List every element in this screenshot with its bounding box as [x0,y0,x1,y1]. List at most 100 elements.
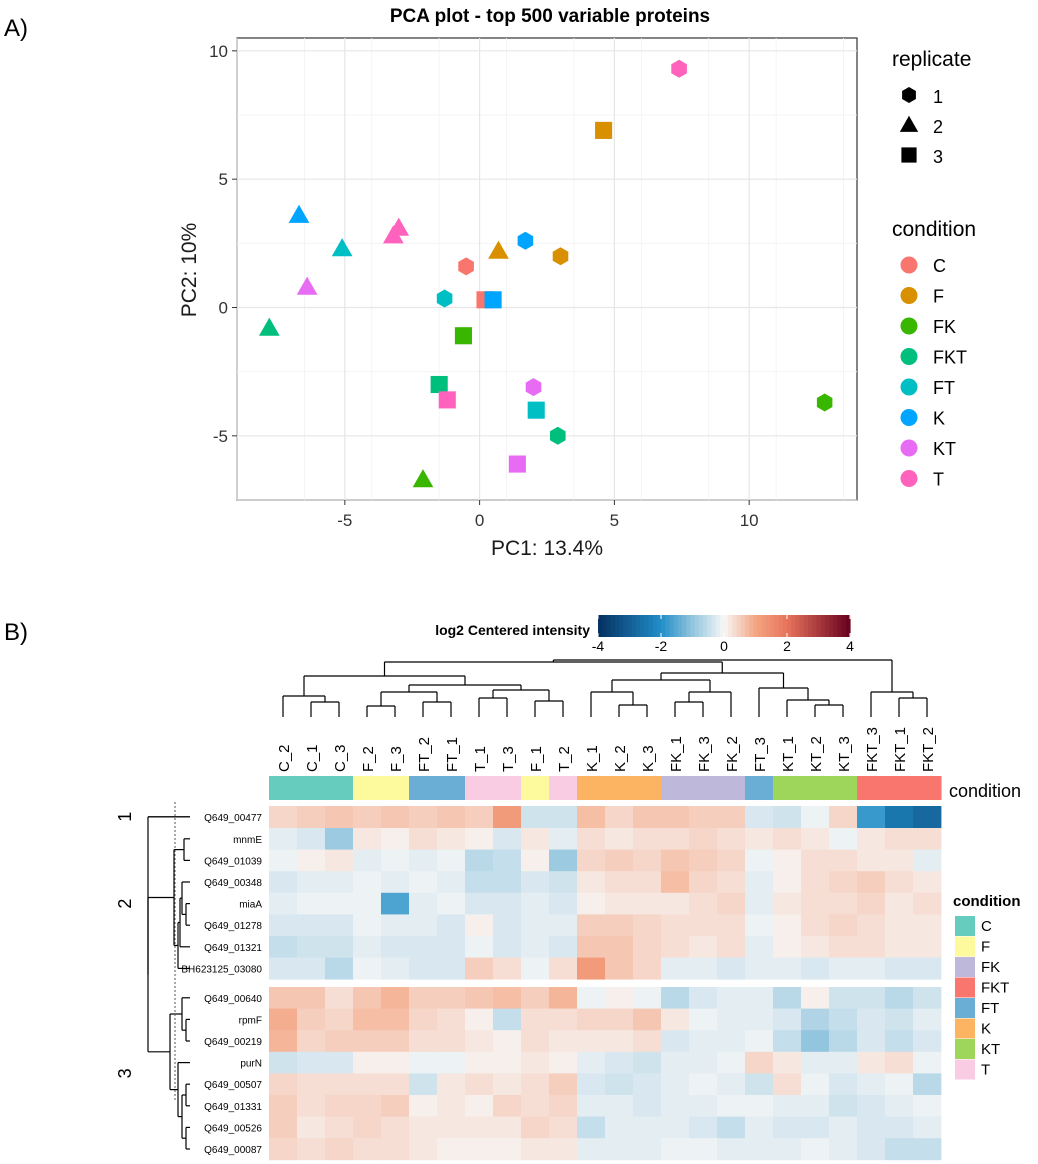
x-tick-label: 5 [610,511,619,530]
heatmap-cell [829,936,858,958]
heatmap-cell [493,892,522,915]
heatmap-cell [465,1030,494,1053]
column-label-F_1: F_1 [528,746,545,772]
heatmap-cell [717,914,746,937]
colorbar-segment [841,615,847,637]
row-dendrogram [147,802,190,1150]
heatmap-cell [381,1138,410,1161]
heatmap-cell [885,987,914,1009]
heatmap-cell [437,1138,466,1161]
colorbar-segment [703,615,708,637]
heatmap-cell [409,849,438,872]
heatmap-cell [913,849,942,872]
point-FK-rep2 [412,469,434,488]
heatmap-cell [465,892,494,915]
colorbar-segment [732,615,738,637]
heatmap-cell [829,1073,858,1096]
heatmap-cell [605,871,634,894]
heatmap-cell [801,828,830,850]
annotation-cell-KT_3 [829,776,858,800]
heatmap-cell [269,914,298,937]
heatmap-cell [633,987,662,1009]
column-label-K_3: K_3 [640,745,657,772]
heatmap-cell [717,1051,746,1074]
heatmap-cell [577,1138,606,1161]
heatmap-legend-title: condition [953,893,1021,910]
heatmap-cell [409,828,438,850]
heatmap-cell [857,871,886,894]
heatmap-condition-legend: condition CF FK FKT FT K KT T [953,893,1021,1080]
heatmap-cell [829,1116,858,1139]
heatmap-cell [493,1030,522,1053]
row-label-Q649_00477: Q649_00477 [204,813,262,824]
heatmap-legend-key-K [955,1018,975,1039]
colorbar: log2 Centered intensity -4 -2 0 2 4 [435,615,854,654]
heatmap-cell [773,871,802,894]
heatmap-cell [297,914,326,937]
heatmap-cell [577,849,606,872]
heatmap-cell [913,828,942,850]
heatmap-legend-key-C [955,916,975,936]
heatmap-cell [549,1030,578,1053]
heatmap-cell [269,1051,298,1074]
heatmap-cell [801,1095,830,1117]
heatmap-cell [577,1051,606,1074]
heatmap-cell [325,1008,354,1031]
heatmap-cell [661,1116,690,1139]
heatmap-cell [353,806,382,828]
heatmap-cell [717,849,746,872]
heatmap-cell [913,1008,942,1031]
heatmap-cell [521,849,550,872]
heatmap-cell [773,1051,802,1074]
heatmap-cell [829,1051,858,1074]
heatmap-cell [465,936,494,958]
heatmap-cell [353,1095,382,1117]
column-label-C_3: C_3 [332,744,349,772]
colorbar-segment [833,615,838,637]
heatmap-cell [353,892,382,915]
heatmap-cell [773,987,802,1009]
heatmap-cell [689,1008,718,1031]
heatmap-cell [689,936,718,958]
heatmap-cell [773,914,802,937]
heatmap-cell [493,1095,522,1117]
colorbar-segment [774,615,780,637]
heatmap-cell [661,1138,690,1161]
heatmap-cell [353,849,382,872]
column-label-K_2: K_2 [612,745,629,772]
heatmap-cell [577,1095,606,1117]
condition-label-FT: FT [933,378,955,398]
heatmap-cell [829,914,858,937]
annotation-cell-F_3 [381,776,410,800]
condition-label-K: K [933,409,945,429]
row-label-rpmF: rpmF [239,1015,262,1026]
heatmap-cell [605,936,634,958]
colorbar-segment [795,615,801,637]
heatmap-cell [353,1051,382,1074]
column-label-K_1: K_1 [584,745,601,772]
heatmap-cell [297,1116,326,1139]
heatmap-cell [913,1051,942,1074]
heatmap-cell [437,871,466,894]
annotation-cell-FKT_3 [857,776,886,800]
heatmap-cell [773,892,802,915]
heatmap-cell [409,1095,438,1117]
y-tick-label: 0 [219,299,228,318]
column-label-FKT_3: FKT_3 [864,727,881,772]
heatmap-cell [857,849,886,872]
heatmap-cell [409,914,438,937]
heatmap-cell [577,871,606,894]
colorbar-segment [640,615,645,637]
annotation-cell-T_3 [493,776,522,800]
annotation-cell-C_2 [269,776,298,800]
colorbar-tick-label: -4 [592,638,605,654]
heatmap-cell [297,987,326,1009]
heatmap-cell [437,987,466,1009]
heatmap-legend-label-KT: KT [981,1041,1000,1058]
row-label-Q649_00348: Q649_00348 [204,878,262,889]
replicate-label-1: 1 [933,87,943,107]
heatmap-cell [885,1008,914,1031]
point-T-rep1 [671,59,687,78]
heatmap-cell [633,936,662,958]
condition-key-FT [900,378,918,396]
